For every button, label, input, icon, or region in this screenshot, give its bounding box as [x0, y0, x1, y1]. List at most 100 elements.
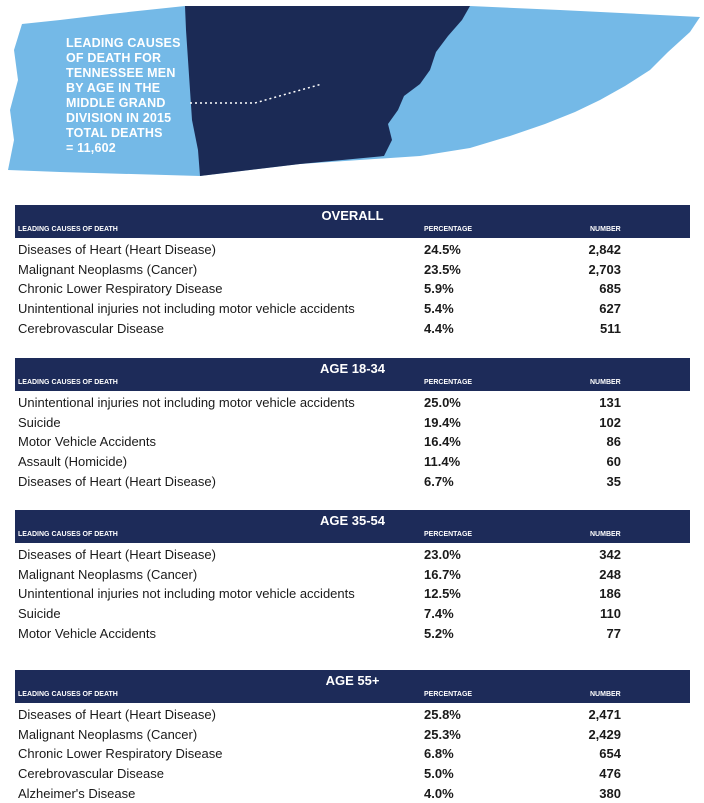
cause: Chronic Lower Respiratory Disease: [18, 746, 223, 762]
column-header: PERCENTAGE: [424, 379, 473, 386]
percentage: 25.0%: [424, 395, 461, 410]
number: 476: [599, 766, 621, 782]
column-header: NUMBER: [590, 691, 621, 698]
number: 102: [599, 414, 621, 430]
table-section: AGE 35-54 LEADING CAUSES OF DEATH PERCENTA…: [15, 510, 690, 643]
number: 60: [606, 454, 621, 470]
table-row: Suicide 19.4% 102: [15, 413, 690, 433]
title-line: = 11,602: [66, 141, 116, 155]
number: 110: [600, 606, 621, 622]
table-section: AGE 18-34 LEADING CAUSES OF DEATH PERCENTA…: [15, 358, 690, 491]
percentage: 4.4%: [424, 320, 454, 336]
rows: Unintentional injuries not including mot…: [15, 391, 690, 491]
table-row: Alzheimer's Disease 4.0% 380: [15, 784, 690, 803]
cause: Diseases of Heart (Heart Disease): [18, 547, 216, 562]
cause: Diseases of Heart (Heart Disease): [18, 707, 216, 722]
cause: Suicide: [18, 414, 61, 430]
column-header: PERCENTAGE: [424, 691, 473, 698]
cause: Assault (Homicide): [18, 454, 128, 470]
table-row: Unintentional injuries not including mot…: [15, 393, 690, 413]
column-header: LEADING CAUSES OF DEATH: [18, 531, 118, 538]
percentage: 16.7%: [424, 566, 461, 582]
table-section: AGE 55+ LEADING CAUSES OF DEATH PERCENTAGE…: [15, 670, 690, 803]
table-row: Chronic Lower Respiratory Disease 6.8% 654: [15, 744, 690, 764]
table-row: Assault (Homicide) 11.4% 60: [15, 452, 690, 472]
table-row: Motor Vehicle Accidents 16.4% 86: [15, 432, 690, 452]
number: 2,471: [588, 707, 621, 722]
cause: Motor Vehicle Accidents: [18, 434, 157, 450]
rows: Diseases of Heart (Heart Disease) 23.0% 34…: [15, 543, 690, 643]
percentage: 4.0%: [424, 785, 454, 801]
percentage: 24.5%: [424, 242, 461, 257]
percentage: 5.9%: [424, 281, 454, 297]
percentage: 25.3%: [424, 726, 461, 742]
percentage: 23.5%: [424, 261, 461, 277]
number: 342: [599, 547, 621, 562]
rows: Diseases of Heart (Heart Disease) 24.5% 2,…: [15, 238, 690, 338]
number: 511: [600, 320, 621, 336]
cause: Unintentional injuries not including mot…: [18, 586, 355, 602]
column-header: PERCENTAGE: [424, 531, 473, 538]
rows: Diseases of Heart (Heart Disease) 25.8% 2,…: [15, 703, 690, 803]
section-title: OVERALL: [321, 208, 384, 223]
cause: Motor Vehicle Accidents: [18, 625, 157, 641]
percentage: 7.4%: [424, 606, 454, 622]
table-section: OVERALL LEADING CAUSES OF DEATH PERCENTAGE…: [15, 205, 690, 338]
table-row: Unintentional injuries not including mot…: [15, 584, 690, 604]
cause: Alzheimer's Disease: [18, 785, 136, 801]
column-header: LEADING CAUSES OF DEATH: [18, 691, 118, 698]
number: 627: [599, 301, 621, 317]
table-row: Cerebrovascular Disease 4.4% 511: [15, 319, 690, 339]
percentage: 12.5%: [424, 586, 461, 602]
number: 35: [606, 473, 621, 489]
cause: Diseases of Heart (Heart Disease): [18, 242, 216, 257]
percentage: 6.7%: [424, 473, 454, 489]
percentage: 19.4%: [424, 414, 461, 430]
title-line: BY AGE IN THE: [66, 81, 161, 95]
title-line: TOTAL DEATHS: [66, 126, 163, 140]
map-middle: [185, 6, 470, 176]
section-title: AGE 18-34: [319, 361, 386, 376]
percentage: 16.4%: [424, 434, 461, 450]
table-row: Diseases of Heart (Heart Disease) 24.5% 2,…: [15, 240, 690, 260]
section-header: OVERALL LEADING CAUSES OF DEATH PERCENTAGE…: [15, 205, 690, 238]
number: 86: [606, 434, 621, 450]
title-line: TENNESSEE MEN: [66, 66, 176, 80]
number: 2,703: [588, 261, 621, 277]
table-row: Malignant Neoplasms (Cancer) 25.3% 2,429: [15, 725, 690, 745]
table-row: Malignant Neoplasms (Cancer) 23.5% 2,703: [15, 260, 690, 280]
number: 248: [599, 566, 621, 582]
cause: Malignant Neoplasms (Cancer): [18, 566, 198, 582]
cause: Suicide: [18, 606, 61, 622]
percentage: 25.8%: [424, 707, 461, 722]
table-row: Chronic Lower Respiratory Disease 5.9% 685: [15, 279, 690, 299]
number: 131: [599, 395, 621, 410]
table-row: Suicide 7.4% 110: [15, 604, 690, 624]
title-line: OF DEATH FOR: [66, 51, 162, 65]
section-title: AGE 35-54: [319, 513, 386, 528]
tennessee-map: [8, 6, 700, 176]
cause: Cerebrovascular Disease: [18, 320, 164, 336]
title: LEADING CAUSES OF DEATH FOR TENNESSEE MEN B…: [66, 36, 181, 156]
table-row: Diseases of Heart (Heart Disease) 25.8% 2,…: [15, 705, 690, 725]
cause: Cerebrovascular Disease: [18, 766, 164, 782]
cause: Malignant Neoplasms (Cancer): [18, 726, 198, 742]
percentage: 23.0%: [424, 547, 461, 562]
section-header: AGE 55+ LEADING CAUSES OF DEATH PERCENTAGE…: [15, 670, 690, 703]
title-line: LEADING CAUSES: [66, 36, 181, 50]
section-header: AGE 35-54 LEADING CAUSES OF DEATH PERCENTA…: [15, 510, 690, 543]
number: 654: [599, 746, 621, 762]
percentage: 5.0%: [424, 766, 454, 782]
table-row: Malignant Neoplasms (Cancer) 16.7% 248: [15, 565, 690, 585]
cause: Unintentional injuries not including mot…: [18, 301, 355, 317]
number: 685: [599, 281, 621, 297]
table-row: Cerebrovascular Disease 5.0% 476: [15, 764, 690, 784]
number: 77: [606, 625, 621, 641]
column-header: NUMBER: [590, 226, 621, 233]
table-row: Unintentional injuries not including mot…: [15, 299, 690, 319]
table-row: Motor Vehicle Accidents 5.2% 77: [15, 624, 690, 644]
number: 380: [599, 785, 621, 801]
cause: Chronic Lower Respiratory Disease: [18, 281, 223, 297]
section-title: AGE 55+: [325, 673, 380, 688]
